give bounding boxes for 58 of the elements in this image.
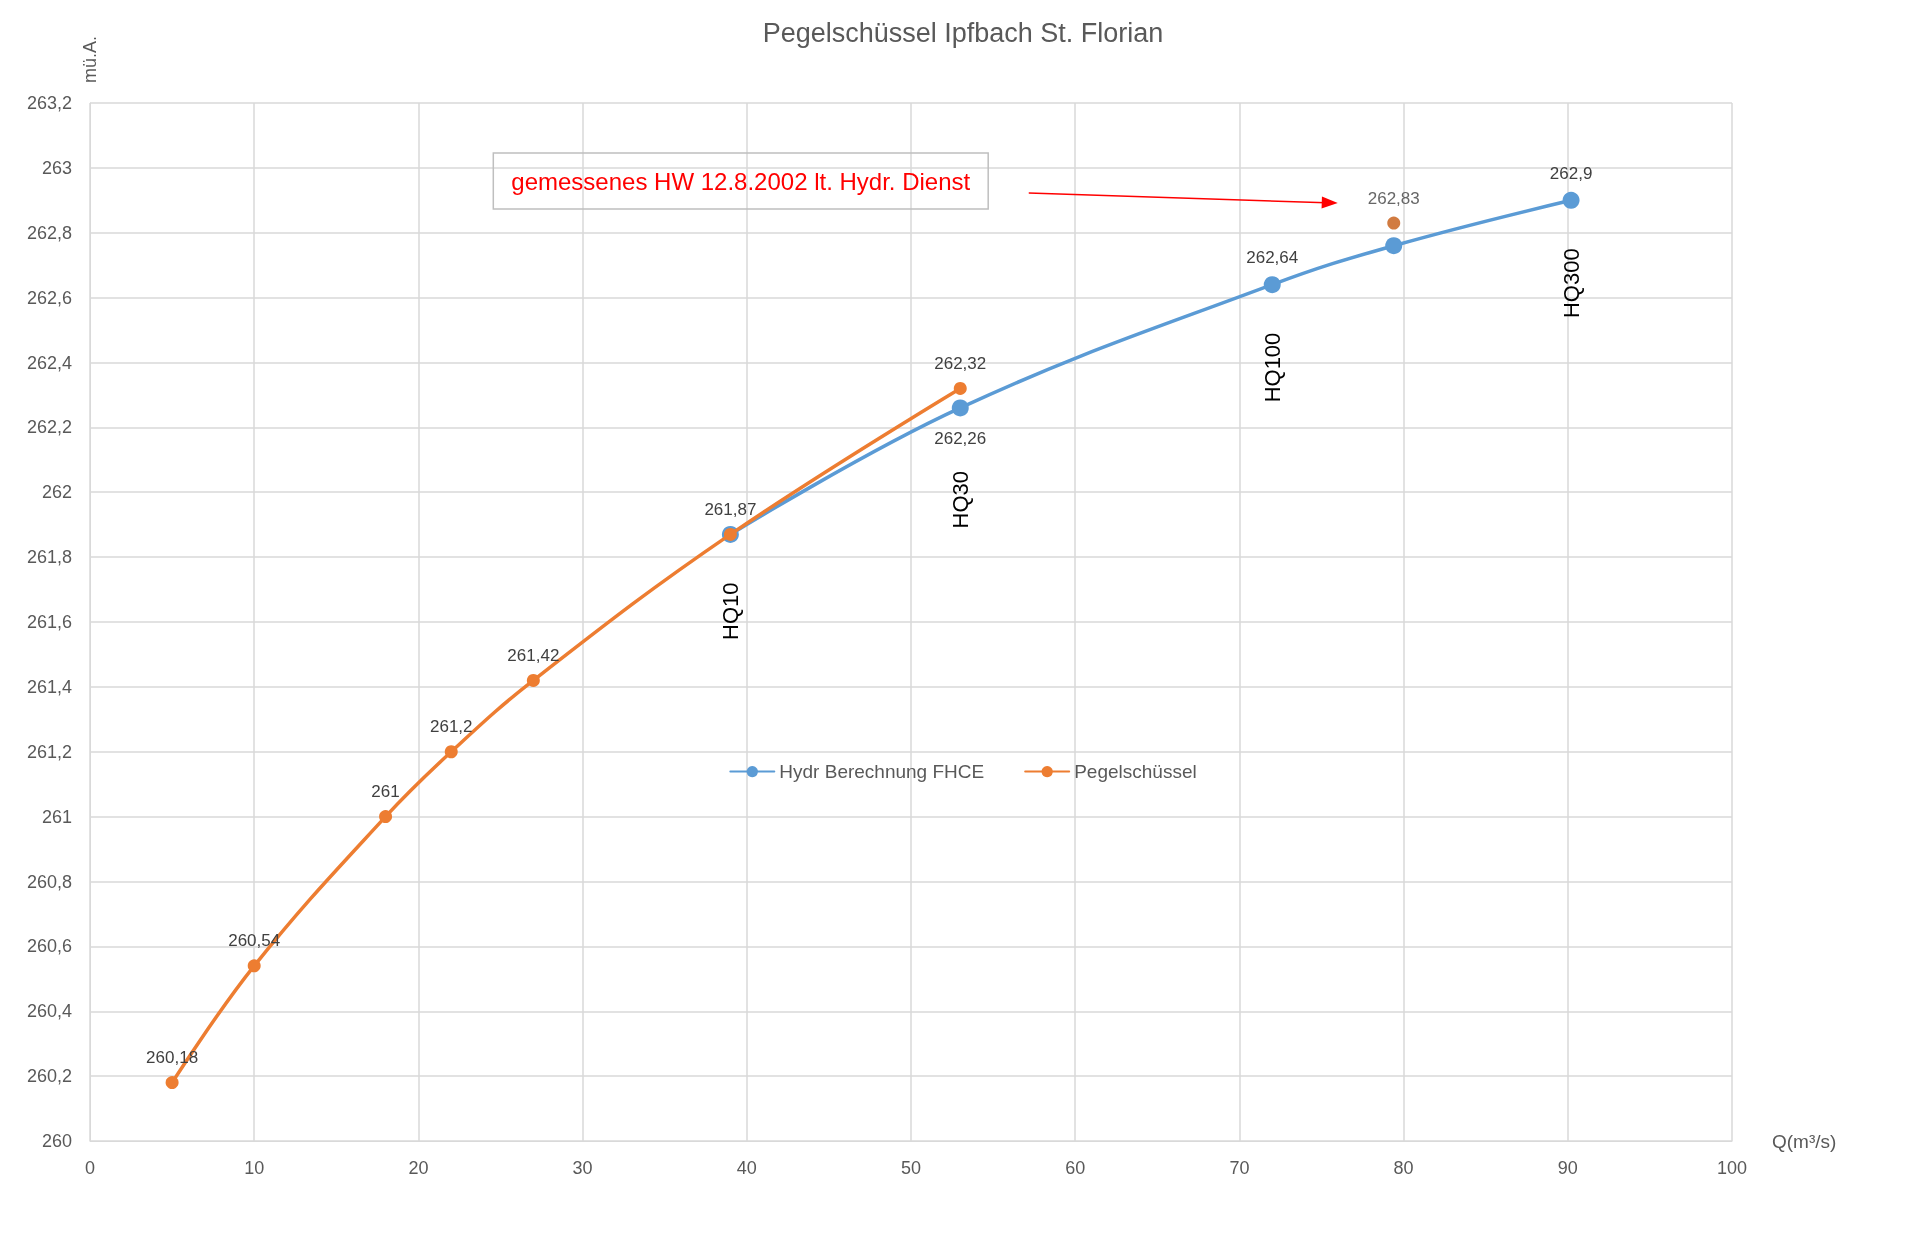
data-label: 262,9 xyxy=(1549,163,1593,183)
y-tick-label: 262 xyxy=(41,482,72,503)
annotation: HQ100 xyxy=(1259,332,1285,403)
x-tick-label: 40 xyxy=(736,1158,757,1178)
point xyxy=(247,959,261,973)
x-tick-label: 80 xyxy=(1393,1158,1414,1178)
point xyxy=(953,381,967,395)
x-tick-label: 0 xyxy=(84,1158,96,1178)
x-tick-label: 10 xyxy=(244,1158,265,1178)
y-tick-label: 262,8 xyxy=(26,222,72,243)
point xyxy=(1387,216,1401,230)
data-label: 262,26 xyxy=(934,429,987,449)
y-tick-label: 261,4 xyxy=(26,676,72,697)
legend-label: Pegelschüssel xyxy=(1074,761,1197,783)
y-tick-label: 263,2 xyxy=(26,93,72,113)
y-tick-label: 260,2 xyxy=(26,1066,72,1087)
data-label: 262,83 xyxy=(1367,188,1420,208)
y-tick-label: 260,6 xyxy=(26,936,72,957)
data-label: 262,32 xyxy=(934,353,987,373)
annotation: gemessenes HW 12.8.2002 lt. Hydr. Dienst xyxy=(511,167,971,195)
x-tick-label: 50 xyxy=(900,1158,922,1178)
data-label: 262,64 xyxy=(1246,248,1299,268)
y-tick-label: 262,4 xyxy=(26,352,72,373)
x-tick-label: 30 xyxy=(572,1158,593,1178)
chart-title: Pegelschüssel Ipfbach St. Florian xyxy=(762,17,1164,48)
y-axis-title: mü.A. xyxy=(80,35,100,83)
data-label: 261,42 xyxy=(507,645,560,665)
y-tick-label: 262,2 xyxy=(26,417,72,438)
data-label: 261 xyxy=(371,782,400,802)
x-axis-title: Q(m³/s) xyxy=(1772,1130,1837,1152)
y-tick-label: 263 xyxy=(41,157,72,178)
y-tick-label: 261,8 xyxy=(26,547,72,568)
data-label: 261,87 xyxy=(704,499,757,519)
y-tick-label: 261,6 xyxy=(26,612,72,632)
y-tick-label: 261 xyxy=(41,806,72,827)
point xyxy=(1385,237,1403,255)
x-tick-label: 90 xyxy=(1557,1158,1578,1178)
x-tick-label: 100 xyxy=(1716,1158,1748,1178)
point xyxy=(526,673,540,687)
point xyxy=(1562,191,1580,209)
point xyxy=(444,745,458,759)
annotation: HQ10 xyxy=(717,582,743,640)
y-tick-label: 260,8 xyxy=(26,871,72,892)
y-tick-label: 260 xyxy=(41,1131,72,1151)
point xyxy=(1263,276,1281,294)
data-label: 261,2 xyxy=(429,717,473,737)
point xyxy=(951,399,969,417)
annotation: HQ30 xyxy=(947,470,973,529)
y-tick-label: 261,2 xyxy=(26,741,72,762)
x-tick-label: 60 xyxy=(1065,1158,1086,1178)
y-tick-label: 262,6 xyxy=(26,287,72,308)
y-tick-label: 260,4 xyxy=(26,1001,72,1022)
point xyxy=(379,810,393,824)
x-tick-label: 70 xyxy=(1229,1158,1250,1178)
point xyxy=(165,1076,179,1090)
legend-label: Hydr Berechnung FHCE xyxy=(779,761,985,783)
x-tick-label: 20 xyxy=(408,1158,429,1178)
annotation: HQ300 xyxy=(1558,248,1584,319)
